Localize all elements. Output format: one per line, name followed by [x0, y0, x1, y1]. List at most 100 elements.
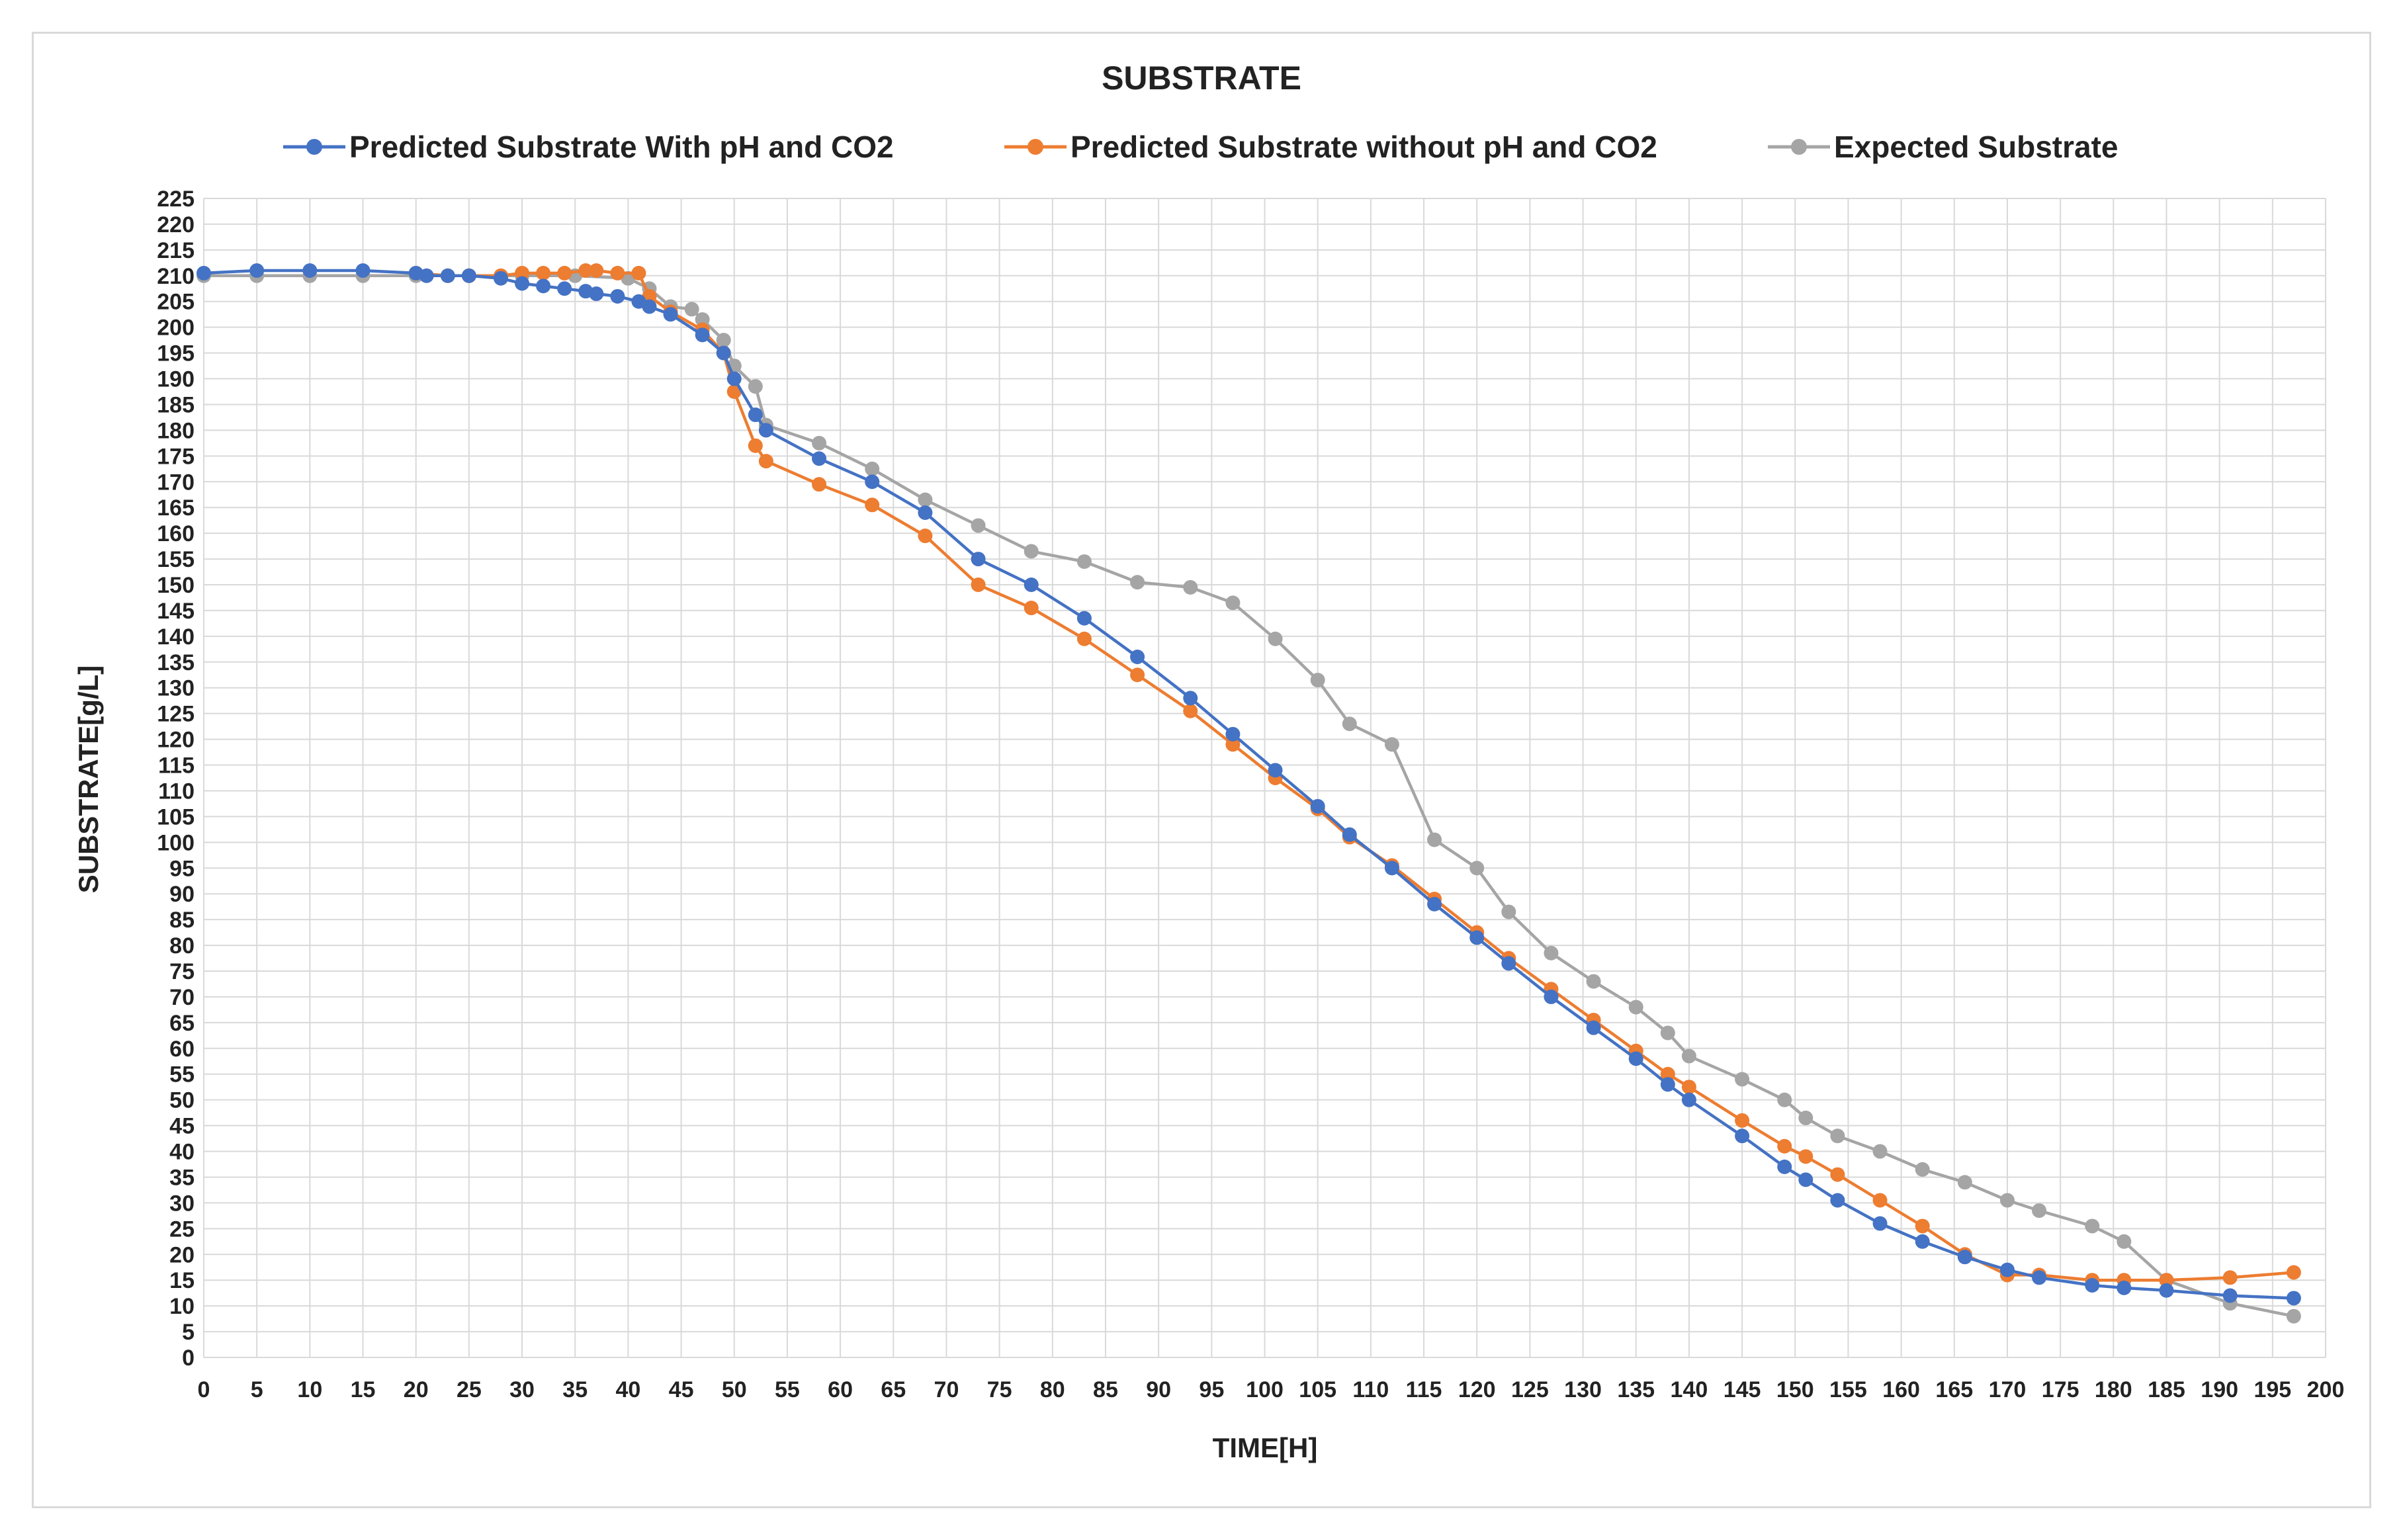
- data-point: [716, 345, 731, 361]
- y-tick-label: 140: [157, 624, 195, 650]
- data-point: [1183, 579, 1198, 595]
- data-point: [1915, 1234, 1930, 1249]
- data-point: [1872, 1216, 1888, 1231]
- y-tick-label: 50: [169, 1088, 195, 1113]
- data-point: [1681, 1048, 1696, 1064]
- data-point: [918, 529, 933, 544]
- data-point: [1384, 861, 1399, 876]
- data-point: [758, 454, 773, 469]
- y-tick-label: 210: [157, 264, 195, 289]
- data-point: [2222, 1288, 2238, 1303]
- data-point: [2085, 1277, 2100, 1293]
- x-tick-label: 100: [1246, 1377, 1284, 1402]
- y-axis-label: SUBSTRATE[g/L]: [73, 665, 104, 894]
- x-tick-label: 115: [1406, 1377, 1442, 1402]
- x-tick-label: 80: [1040, 1377, 1065, 1402]
- x-tick-label: 185: [2148, 1377, 2185, 1402]
- series-1: [408, 263, 2301, 1288]
- data-point: [515, 276, 530, 291]
- data-point: [197, 265, 211, 280]
- x-tick-label: 40: [615, 1377, 640, 1402]
- x-tick-label: 0: [198, 1377, 210, 1402]
- data-point: [812, 435, 827, 450]
- data-point: [918, 505, 933, 520]
- x-tick-label: 190: [2201, 1377, 2238, 1402]
- x-tick-label: 125: [1511, 1377, 1549, 1402]
- data-point: [1427, 896, 1442, 912]
- x-tick-label: 75: [987, 1377, 1012, 1402]
- data-point: [419, 268, 434, 283]
- data-point: [1681, 1080, 1696, 1095]
- x-tick-label: 20: [404, 1377, 429, 1402]
- data-point: [1957, 1175, 1972, 1190]
- x-tick-label: 105: [1299, 1377, 1336, 1402]
- legend-item: Predicted Substrate With pH and CO2: [283, 130, 894, 164]
- x-tick-label: 35: [562, 1377, 588, 1402]
- x-tick-labels: 0 5 10 15 20 25 30 35 40 45 50 55 60 65 70 75 80 85 90 95 10…: [198, 1377, 2345, 1402]
- x-tick-label: 170: [1989, 1377, 2027, 1402]
- x-tick-label: 10: [297, 1377, 322, 1402]
- data-point: [610, 265, 625, 280]
- data-point: [1660, 1025, 1675, 1041]
- data-point: [1310, 673, 1325, 688]
- data-point: [2159, 1273, 2174, 1288]
- data-point: [1830, 1129, 1845, 1144]
- y-tick-label: 220: [157, 212, 195, 237]
- y-tick-label: 105: [157, 804, 195, 830]
- data-point: [1830, 1193, 1845, 1208]
- data-point: [631, 265, 646, 280]
- data-point: [2159, 1283, 2174, 1298]
- data-point: [642, 299, 657, 314]
- y-tick-label: 90: [169, 882, 195, 907]
- y-tick-label: 195: [157, 341, 195, 366]
- data-point: [758, 423, 773, 438]
- legend-label: Predicted Substrate With pH and CO2: [349, 130, 894, 164]
- y-tick-label: 125: [157, 702, 195, 727]
- data-point: [578, 263, 593, 278]
- data-point: [695, 312, 710, 327]
- y-tick-label: 100: [157, 830, 195, 855]
- data-point: [1915, 1219, 1930, 1234]
- y-tick-label: 190: [157, 367, 195, 392]
- data-point: [971, 518, 986, 533]
- data-point: [1735, 1129, 1750, 1144]
- data-point: [1872, 1144, 1888, 1159]
- data-point: [1798, 1110, 1813, 1125]
- x-tick-label: 65: [881, 1377, 906, 1402]
- x-tick-label: 135: [1617, 1377, 1655, 1402]
- x-tick-label: 45: [669, 1377, 694, 1402]
- data-point: [610, 288, 625, 304]
- data-point: [748, 407, 763, 423]
- y-tick-label: 40: [169, 1140, 195, 1165]
- data-point: [1544, 945, 1559, 961]
- data-point: [536, 278, 551, 294]
- data-point: [249, 263, 265, 278]
- y-tick-label: 110: [158, 779, 195, 804]
- data-point: [1777, 1159, 1792, 1174]
- data-point: [1130, 575, 1145, 590]
- y-tick-label: 45: [169, 1114, 195, 1139]
- x-tick-label: 70: [934, 1377, 959, 1402]
- y-tick-label: 185: [157, 392, 195, 417]
- data-point: [1183, 703, 1198, 718]
- series-line: [204, 274, 2294, 1318]
- y-tick-label: 160: [157, 521, 195, 546]
- data-point: [2032, 1270, 2047, 1285]
- data-point: [1130, 667, 1145, 683]
- data-point: [2085, 1219, 2100, 1234]
- data-point: [2286, 1291, 2301, 1306]
- data-point: [1777, 1092, 1792, 1107]
- data-point: [865, 474, 880, 490]
- data-point: [663, 307, 678, 322]
- x-tick-label: 85: [1093, 1377, 1118, 1402]
- data-point: [1268, 763, 1283, 778]
- y-tick-label: 130: [157, 676, 195, 701]
- x-tick-label: 90: [1146, 1377, 1171, 1402]
- data-point: [2222, 1270, 2238, 1285]
- data-point: [1469, 861, 1485, 876]
- data-point: [971, 552, 986, 567]
- data-point: [1660, 1077, 1675, 1092]
- legend: Predicted Substrate With pH and CO2 Predi…: [283, 130, 2118, 164]
- y-tick-label: 15: [169, 1268, 195, 1293]
